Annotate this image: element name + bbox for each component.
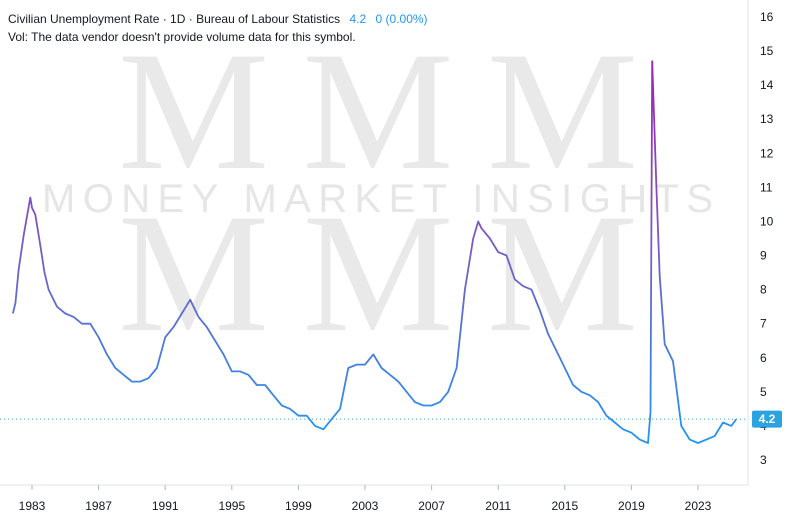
- y-tick-label: 14: [760, 78, 774, 92]
- price-label-background: [752, 410, 782, 428]
- legend-last-value: 4.2: [349, 12, 367, 26]
- x-tick-label: 1983: [19, 499, 46, 513]
- legend: Civilian Unemployment Rate · 1D · Bureau…: [8, 10, 428, 46]
- x-tick-label: 1991: [152, 499, 179, 513]
- y-tick-label: 12: [760, 146, 774, 160]
- y-tick-label: 3: [760, 453, 767, 467]
- y-axis: 161514131211109876543: [760, 10, 774, 467]
- y-tick-label: 13: [760, 112, 774, 126]
- y-tick-label: 15: [760, 44, 774, 58]
- watermark-text: MONEY MARKET INSIGHTS: [42, 177, 722, 221]
- legend-change: 0 (0.00%): [375, 12, 428, 26]
- x-tick-label: 1999: [285, 499, 312, 513]
- watermark-letters: MMM: [118, 17, 638, 205]
- x-tick-label: 1995: [218, 499, 245, 513]
- y-tick-label: 6: [760, 351, 767, 365]
- x-axis: 1983 1987 1991 1995 1999 2003 2007 2011 2015 2019…: [19, 485, 712, 513]
- y-tick-label: 11: [760, 180, 773, 194]
- y-tick-label: 9: [760, 249, 767, 263]
- watermark-letters-lower: MMM: [118, 179, 638, 367]
- x-tick-label: 2011: [485, 499, 511, 513]
- x-tick-label: 2007: [418, 499, 445, 513]
- y-tick-label: 5: [760, 385, 767, 399]
- y-tick-label: 10: [760, 214, 774, 228]
- watermark: MMM MMM MONEY MARKET INSIGHTS: [42, 17, 722, 367]
- price-label: 4.2: [752, 410, 782, 428]
- y-tick-label: 16: [760, 10, 774, 24]
- legend-volume-note: Vol: The data vendor doesn't provide vol…: [8, 30, 356, 44]
- x-tick-label: 2003: [352, 499, 379, 513]
- x-tick-label: 1987: [85, 499, 112, 513]
- series-line: [12, 60, 738, 444]
- x-tick-label: 2019: [618, 499, 645, 513]
- y-tick-label: 7: [760, 317, 767, 331]
- x-tick-label: 2015: [551, 499, 578, 513]
- legend-title[interactable]: Civilian Unemployment Rate · 1D · Bureau…: [8, 12, 341, 26]
- legend-title-row: Civilian Unemployment Rate · 1D · Bureau…: [8, 10, 428, 28]
- x-tick-label: 2023: [685, 499, 712, 513]
- y-tick-label: 8: [760, 283, 767, 297]
- price-label-text: 4.2: [759, 412, 776, 426]
